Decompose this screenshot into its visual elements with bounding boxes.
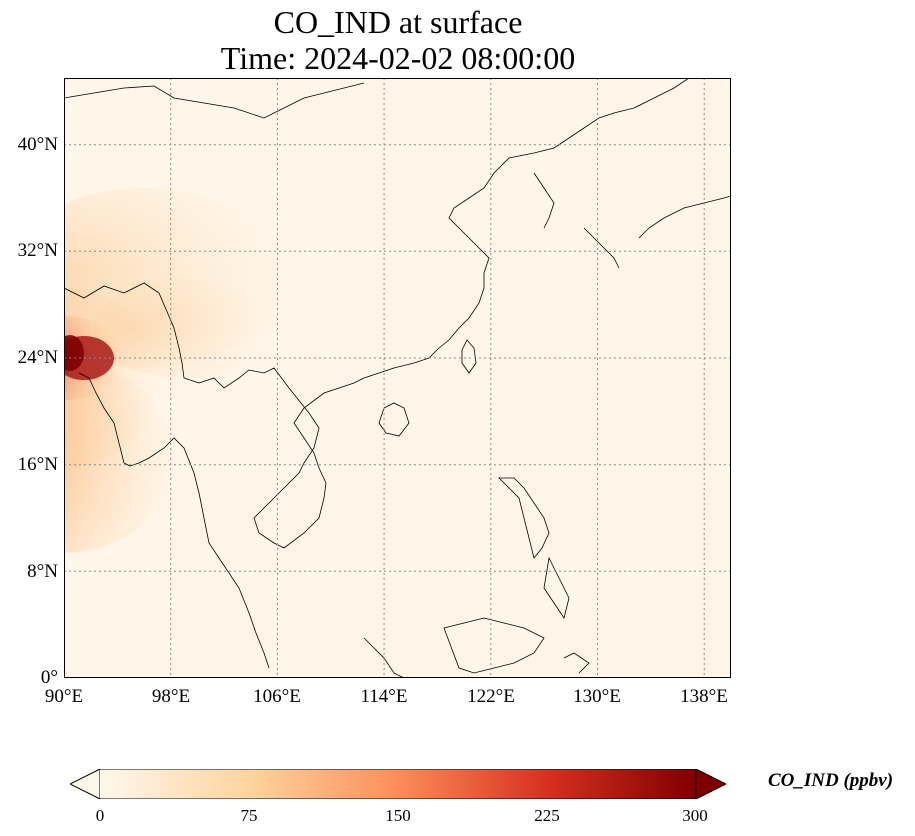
colorbar	[70, 769, 726, 799]
lon-tick-90e: 90°E	[44, 686, 84, 707]
colorbar-extend-max	[695, 769, 726, 799]
coastlines	[64, 78, 731, 678]
map-title: CO_IND at surface	[273, 4, 523, 40]
colorbar-tick-75: 75	[240, 806, 258, 825]
lat-tick-8n: 8°N	[27, 561, 58, 582]
lat-tick-0: 0°	[40, 667, 58, 688]
lat-tick-32n: 32°N	[17, 240, 58, 261]
lat-tick-40n: 40°N	[17, 134, 58, 155]
colorbar-tick-225: 225	[534, 806, 560, 825]
lon-tick-122e: 122°E	[467, 686, 515, 707]
colorbar-tick-150: 150	[385, 806, 411, 825]
map-subtitle-time: Time: 2024-02-02 08:00:00	[220, 40, 576, 76]
lon-tick-106e: 106°E	[253, 686, 301, 707]
lat-tick-16n: 16°N	[17, 454, 58, 475]
colorbar-label: CO_IND (ppbv)	[768, 770, 894, 791]
colorbar-tick-300: 300	[682, 806, 708, 825]
lon-tick-130e: 130°E	[573, 686, 621, 707]
colorbar-tick-0: 0	[95, 806, 105, 825]
map-background	[64, 78, 731, 678]
map-plot	[64, 78, 731, 678]
colorbar-extend-min	[70, 769, 101, 799]
lon-tick-98e: 98°E	[151, 686, 191, 707]
colorbar-gradient	[100, 769, 696, 799]
lon-tick-138e: 138°E	[680, 686, 728, 707]
lat-tick-24n: 24°N	[17, 347, 58, 368]
lon-tick-114e: 114°E	[360, 686, 408, 707]
concentration-field	[64, 188, 284, 553]
gridlines	[64, 78, 731, 678]
